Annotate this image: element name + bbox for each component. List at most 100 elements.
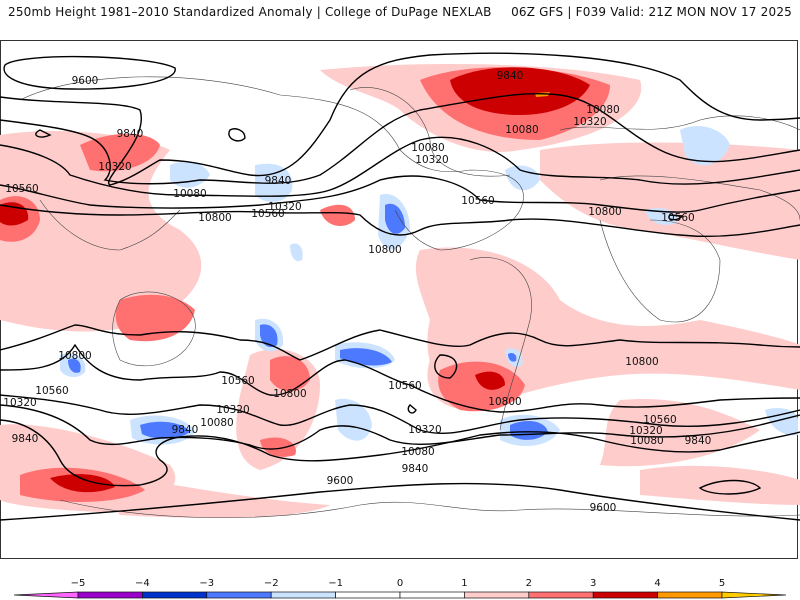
colorbar: −5 −4 −3 −2 −1 0 1 2 3 4 5 <box>13 578 787 599</box>
height-contours <box>0 52 800 521</box>
contour-label: 10560 <box>388 380 421 392</box>
contour-label: 10560 <box>5 183 38 195</box>
height-contour-line <box>0 175 800 213</box>
contour-label: 10560 <box>661 212 694 224</box>
contour-label: 10080 <box>411 142 444 154</box>
contour-label: 10560 <box>461 195 494 207</box>
anomaly-region <box>640 465 800 505</box>
contour-label: 9600 <box>590 502 617 514</box>
anomaly-region <box>508 352 517 362</box>
height-contour-line <box>0 394 800 435</box>
contour-label: 9840 <box>265 175 292 187</box>
colorbar-segment <box>464 591 530 599</box>
colorbar-segment <box>142 591 208 599</box>
contour-label: 10080 <box>630 435 663 447</box>
contour-label: 9840 <box>685 435 712 447</box>
height-contour-line <box>0 419 800 487</box>
anomaly-region <box>475 371 505 390</box>
contour-label: 10560 <box>35 385 68 397</box>
anomaly-region <box>0 130 202 332</box>
colorbar-extend-low <box>13 591 79 599</box>
height-contour-line <box>0 404 800 450</box>
height-contour-line <box>0 324 800 361</box>
coastline <box>39 199 181 251</box>
colorbar-segment <box>399 591 465 599</box>
colorbar-segment <box>528 591 594 599</box>
anomaly-region <box>260 437 296 457</box>
colorbar-tick-label: 4 <box>654 578 660 589</box>
anomaly-region <box>80 470 330 518</box>
contour-label: 10080 <box>505 124 538 136</box>
height-contour-line <box>35 129 52 138</box>
anomaly-region <box>540 142 800 260</box>
coastline <box>59 499 800 519</box>
coastline <box>112 291 196 367</box>
contour-label: 10320 <box>3 397 36 409</box>
chart-title: 250mb Height 1981–2010 Standardized Anom… <box>8 5 492 19</box>
contour-label: 10560 <box>251 208 284 220</box>
anomaly-region <box>450 67 590 115</box>
anomaly-region <box>438 361 525 412</box>
contour-label: 9600 <box>327 475 354 487</box>
anomaly-region <box>340 348 392 366</box>
contour-label: 10800 <box>625 356 658 368</box>
coastline <box>349 87 511 177</box>
colorbar-tick-label: −5 <box>71 578 86 589</box>
colorbar-tick-label: 1 <box>461 578 467 589</box>
colorbar-tick-label: −1 <box>328 578 343 589</box>
colorbar-tick-label: −2 <box>264 578 279 589</box>
height-contour-line <box>668 214 684 221</box>
anomaly-region <box>385 203 405 234</box>
contour-label: 10320 <box>408 424 441 436</box>
contour-label: 10320 <box>98 161 131 173</box>
height-contour-line <box>0 52 800 186</box>
contour-label: 10560 <box>643 414 676 426</box>
coastline <box>599 175 800 221</box>
contour-label: 10080 <box>200 417 233 429</box>
colorbar-segment <box>77 591 143 599</box>
colorbar-tick-label: 3 <box>590 578 596 589</box>
contour-label: 10800 <box>273 388 306 400</box>
colorbar-tick-label: 0 <box>397 578 403 589</box>
contour-label: 10800 <box>588 206 621 218</box>
contour-label: 10560 <box>221 375 254 387</box>
colorbar-tick-label: 2 <box>526 578 532 589</box>
coastline <box>599 219 721 323</box>
anomaly-region <box>505 165 540 191</box>
contour-label: 10320 <box>268 201 301 213</box>
anomaly-region <box>115 294 195 342</box>
height-contour-line <box>434 354 458 379</box>
anomaly-region <box>140 421 190 439</box>
anomaly-region <box>170 161 210 188</box>
colorbar-segment <box>206 591 272 599</box>
anomaly-region <box>68 358 81 373</box>
contour-label: 9840 <box>497 70 524 82</box>
model-run-info: 06Z GFS | F039 Valid: 21Z MON NOV 17 202… <box>511 5 792 19</box>
height-contour-line <box>0 92 800 185</box>
coastlines <box>19 76 800 519</box>
anomaly-region <box>50 474 115 493</box>
anomaly-region <box>680 125 730 166</box>
height-contour-line <box>228 128 246 142</box>
anomaly-region <box>320 204 355 226</box>
anomaly-region <box>290 243 303 262</box>
colorbar-segment <box>335 591 401 599</box>
colorbar-tick-label: 5 <box>719 578 725 589</box>
anomaly-shading <box>0 64 800 518</box>
contour-label: 10080 <box>401 446 434 458</box>
contour-label: 9840 <box>402 463 429 475</box>
coastline <box>19 76 524 251</box>
colorbar-tick-label: −3 <box>199 578 214 589</box>
height-contour-line <box>3 55 176 90</box>
contour-label: 10320 <box>573 116 606 128</box>
contour-label: 10320 <box>415 154 448 166</box>
contour-label: 10800 <box>58 350 91 362</box>
height-contour-line <box>0 136 800 197</box>
contour-label: 10800 <box>198 212 231 224</box>
coastline <box>469 257 532 431</box>
colorbar-segment <box>592 591 658 599</box>
colorbar-tick-label: −4 <box>135 578 150 589</box>
height-contour-line <box>0 343 800 413</box>
